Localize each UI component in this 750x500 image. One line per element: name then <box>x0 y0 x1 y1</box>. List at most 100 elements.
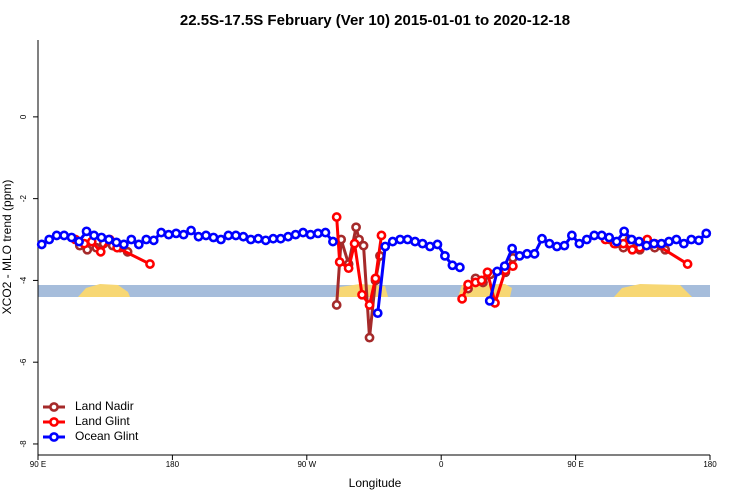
point <box>193 231 204 242</box>
x-tick-label: 90 W <box>297 460 316 469</box>
point <box>701 228 712 239</box>
point <box>664 236 674 247</box>
point <box>678 238 689 249</box>
point <box>283 231 294 242</box>
point <box>238 231 249 242</box>
point <box>529 248 540 259</box>
land-patch <box>78 284 130 297</box>
point <box>313 228 323 239</box>
x-axis-label: Longitude <box>349 476 402 490</box>
point <box>156 227 167 238</box>
point <box>331 212 342 222</box>
point <box>387 236 398 247</box>
point <box>59 230 70 241</box>
point <box>328 236 338 247</box>
point <box>298 227 308 238</box>
point <box>111 237 122 248</box>
point <box>126 234 137 245</box>
point <box>349 238 360 249</box>
point <box>370 273 381 284</box>
point <box>641 240 652 251</box>
point <box>596 230 607 241</box>
point <box>320 227 331 238</box>
point <box>145 259 155 269</box>
point <box>364 332 375 343</box>
point <box>604 232 615 243</box>
point <box>201 230 211 241</box>
point <box>499 261 510 272</box>
point <box>372 308 383 319</box>
point <box>552 241 562 252</box>
point <box>634 236 644 247</box>
point <box>514 250 525 261</box>
point <box>417 238 428 249</box>
point <box>611 236 622 247</box>
legend-marker <box>49 402 59 412</box>
point <box>581 234 592 245</box>
point <box>148 235 159 246</box>
point <box>334 257 345 267</box>
point <box>36 239 47 250</box>
y-tick-label: -8 <box>19 440 28 448</box>
chart-title: 22.5S-17.5S February (Ver 10) 2015-01-01… <box>180 12 570 29</box>
point <box>95 246 106 257</box>
point <box>96 232 107 243</box>
point <box>457 293 468 304</box>
point <box>476 275 487 286</box>
point <box>410 236 420 247</box>
point <box>484 295 495 306</box>
point <box>141 234 152 245</box>
point <box>566 230 577 241</box>
point <box>66 232 77 243</box>
point <box>253 233 264 244</box>
point <box>682 259 693 269</box>
point <box>44 234 55 245</box>
point <box>208 232 219 243</box>
point <box>544 238 555 249</box>
point <box>626 234 637 245</box>
point <box>357 289 367 300</box>
x-tick-label: 180 <box>166 460 180 469</box>
point <box>74 236 84 247</box>
point <box>118 239 129 250</box>
y-tick-label: -4 <box>19 276 28 284</box>
point <box>171 228 182 239</box>
point <box>364 300 375 310</box>
point <box>178 229 189 240</box>
point <box>627 244 638 255</box>
legend-label: Land Nadir <box>75 399 134 413</box>
point <box>343 263 354 274</box>
y-tick-label: -2 <box>19 195 28 203</box>
x-tick-label: 0 <box>439 460 444 469</box>
legend-label: Ocean Glint <box>75 429 139 443</box>
point <box>163 229 174 240</box>
x-tick-label: 90 E <box>30 460 46 469</box>
point <box>463 279 473 290</box>
point <box>656 238 667 249</box>
point <box>447 260 458 271</box>
point <box>507 243 518 254</box>
point <box>671 234 682 245</box>
point <box>693 235 704 246</box>
point <box>260 235 271 246</box>
point <box>51 230 62 241</box>
point <box>432 239 443 250</box>
point <box>559 240 570 251</box>
point <box>619 226 630 237</box>
point <box>245 234 256 245</box>
point <box>507 261 518 272</box>
point <box>275 233 286 244</box>
point <box>537 233 547 244</box>
x-tick-label: 180 <box>703 460 717 469</box>
point <box>649 238 659 249</box>
point <box>186 225 196 236</box>
point <box>223 230 234 241</box>
land-patch <box>614 284 692 297</box>
point <box>380 241 391 252</box>
point <box>440 250 450 261</box>
point <box>81 226 92 237</box>
point <box>358 240 369 251</box>
point <box>133 239 144 250</box>
y-axis-label: XCO2 - MLO trend (ppm) <box>0 180 14 315</box>
